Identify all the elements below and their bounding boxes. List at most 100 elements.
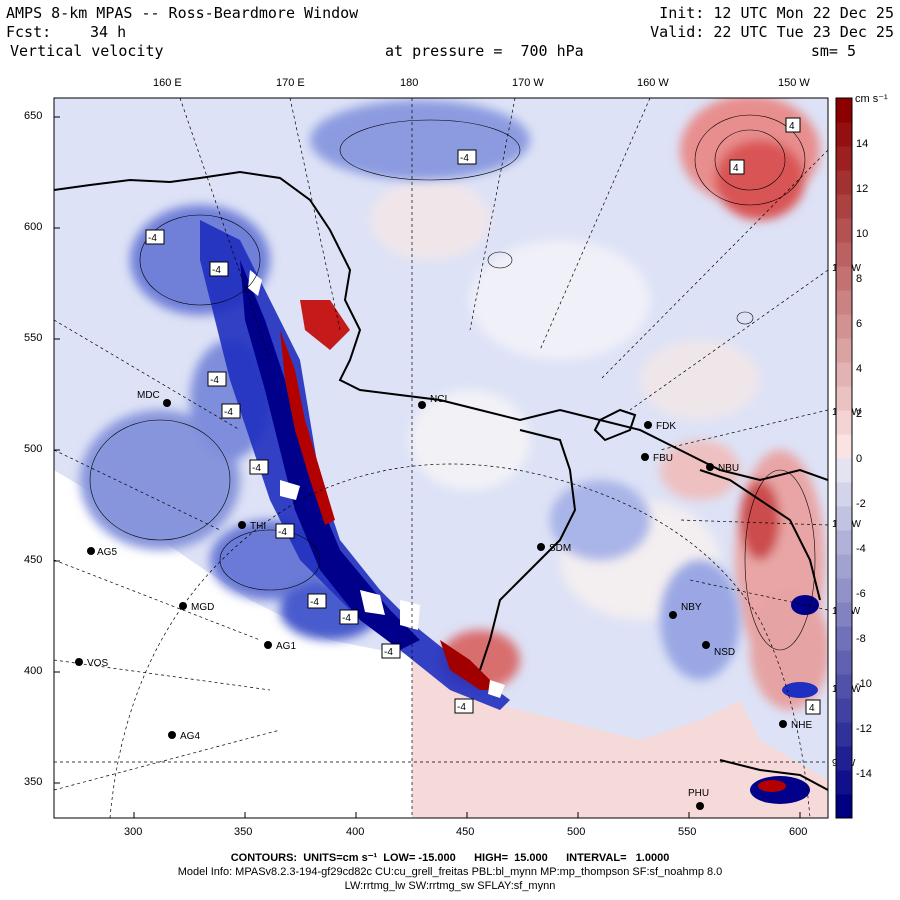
svg-text:-4: -4 xyxy=(457,702,466,713)
svg-text:4: 4 xyxy=(733,163,739,174)
colorbar-band xyxy=(836,122,852,147)
contour-label: -4 xyxy=(209,261,229,277)
colorbar-label: -8 xyxy=(856,633,866,645)
contour-info: CONTOURS: UNITS=cm s⁻¹ LOW= -15.000 HIGH… xyxy=(230,852,670,864)
svg-text:-4: -4 xyxy=(224,407,233,418)
station-SDM: SDM xyxy=(537,543,571,554)
station-NSD: NSD xyxy=(702,641,735,658)
colorbar-band xyxy=(836,314,852,339)
colorbar-band xyxy=(836,434,852,459)
svg-text:SDM: SDM xyxy=(549,543,571,554)
top-axis-label: 170 W xyxy=(512,77,544,89)
model-info: Model Info: MPASv8.2.3-194-gf29cd82c CU:… xyxy=(177,866,723,878)
colorbar-band xyxy=(836,674,852,699)
svg-text:NCI: NCI xyxy=(430,394,447,405)
station-AG4: AG4 xyxy=(168,731,200,742)
colorbar-label: -4 xyxy=(856,543,866,555)
svg-text:AG4: AG4 xyxy=(180,731,200,742)
svg-text:-4: -4 xyxy=(278,527,287,538)
colorbar-band xyxy=(836,746,852,771)
top-axis-label: 160 W xyxy=(637,77,669,89)
station-AG1: AG1 xyxy=(264,641,296,652)
svg-text:-4: -4 xyxy=(210,375,219,386)
contour-label: -4 xyxy=(145,229,165,245)
colorbar-band xyxy=(836,194,852,219)
station-MDC: MDC xyxy=(137,390,171,407)
colorbar-band xyxy=(836,266,852,291)
station-FBU: FBU xyxy=(641,453,673,464)
left-axis-label: 650 xyxy=(24,110,43,122)
left-axis-label: 500 xyxy=(24,443,43,455)
station-AG5: AG5 xyxy=(87,547,117,558)
left-axis-label: 450 xyxy=(24,554,43,566)
bottom-axis-label: 450 xyxy=(456,826,475,838)
colorbar-label: -14 xyxy=(856,768,872,780)
colorbar-label: 2 xyxy=(856,408,862,420)
station-NBY: NBY xyxy=(669,602,702,619)
colorbar-label: 6 xyxy=(856,318,862,330)
graticule xyxy=(54,98,828,818)
top-axis-label: 180 xyxy=(400,77,419,89)
svg-text:NHE: NHE xyxy=(791,720,812,731)
colorbar-band xyxy=(836,338,852,363)
station-MGD: MGD xyxy=(179,602,214,613)
svg-text:-4: -4 xyxy=(342,613,351,624)
contour-label: -4 xyxy=(381,643,401,659)
colorbar-band xyxy=(836,626,852,651)
bottom-axis-label: 550 xyxy=(678,826,697,838)
station-PHU: PHU xyxy=(688,788,709,810)
svg-text:AG5: AG5 xyxy=(97,547,117,558)
svg-text:MGD: MGD xyxy=(191,602,214,613)
left-axis-label: 600 xyxy=(24,221,43,233)
mountain-wave-band xyxy=(200,220,510,710)
colorbar-band xyxy=(836,578,852,603)
map-title: AMPS 8-km MPAS -- Ross-Beardmore Window xyxy=(6,4,359,22)
colorbar-label: 8 xyxy=(856,273,862,285)
colorbar-band xyxy=(836,482,852,507)
svg-text:FBU: FBU xyxy=(653,453,673,464)
left-axis-label: 350 xyxy=(24,776,43,788)
no-data-region xyxy=(54,470,412,818)
colorbar-band xyxy=(836,770,852,795)
colorbar-band xyxy=(836,362,852,387)
station-NCI: NCI xyxy=(418,394,447,409)
colorbar-label: 12 xyxy=(856,183,868,195)
colorbar-label: -12 xyxy=(856,723,872,735)
colorbar-band xyxy=(836,530,852,555)
svg-text:-4: -4 xyxy=(252,463,261,474)
colorbar-band xyxy=(836,290,852,315)
stations: MDC NCI FDK FBU NBU AG5 MGD AG1 VOS AG4 … xyxy=(75,390,812,810)
left-axis-label: 400 xyxy=(24,665,43,677)
colorbar-label: 14 xyxy=(856,138,868,150)
station-VOS: VOS xyxy=(75,658,108,669)
southeast-strong-cell xyxy=(750,595,819,804)
contour-label: 4 xyxy=(729,159,745,175)
valid-time: Valid: 22 UTC Tue 23 Dec 25 xyxy=(650,23,894,41)
station-THI: THI xyxy=(238,521,266,532)
colorbar-band xyxy=(836,554,852,579)
model-info-2: LW:rrtmg_lw SW:rrtmg_sw SFLAY:sf_mynn xyxy=(344,880,556,892)
colorbar-band xyxy=(836,386,852,411)
axis-ticks xyxy=(54,116,801,818)
colorbar-band xyxy=(836,650,852,675)
svg-text:NSD: NSD xyxy=(714,647,735,658)
colorbar-band xyxy=(836,98,852,123)
map-frame xyxy=(53,97,829,819)
contour-value-boxes: -4 -4 -4 -4 -4 -4 -4 -4 -4 -4 -4 4 4 4 xyxy=(145,117,821,715)
colorbar-label: -10 xyxy=(856,678,872,690)
colorbar-band xyxy=(836,218,852,243)
svg-text:NBU: NBU xyxy=(718,463,739,474)
station-NBU: NBU xyxy=(706,463,739,474)
field-name: Vertical velocity xyxy=(10,42,164,60)
contour-label: -4 xyxy=(207,371,227,387)
svg-text:MDC: MDC xyxy=(137,390,160,401)
colorbar: 14 12 10 8 6 4 2 0 -2 -4 -6 -8 -10 -12 -14 xyxy=(835,97,872,819)
bottom-axis-label: 600 xyxy=(789,826,808,838)
contour-label: 4 xyxy=(785,117,801,133)
coastline xyxy=(54,170,828,791)
colorbar-label: 10 xyxy=(856,228,868,240)
init-time: Init: 12 UTC Mon 22 Dec 25 xyxy=(659,4,894,22)
colorbar-label: -2 xyxy=(856,498,866,510)
svg-text:-4: -4 xyxy=(148,233,157,244)
